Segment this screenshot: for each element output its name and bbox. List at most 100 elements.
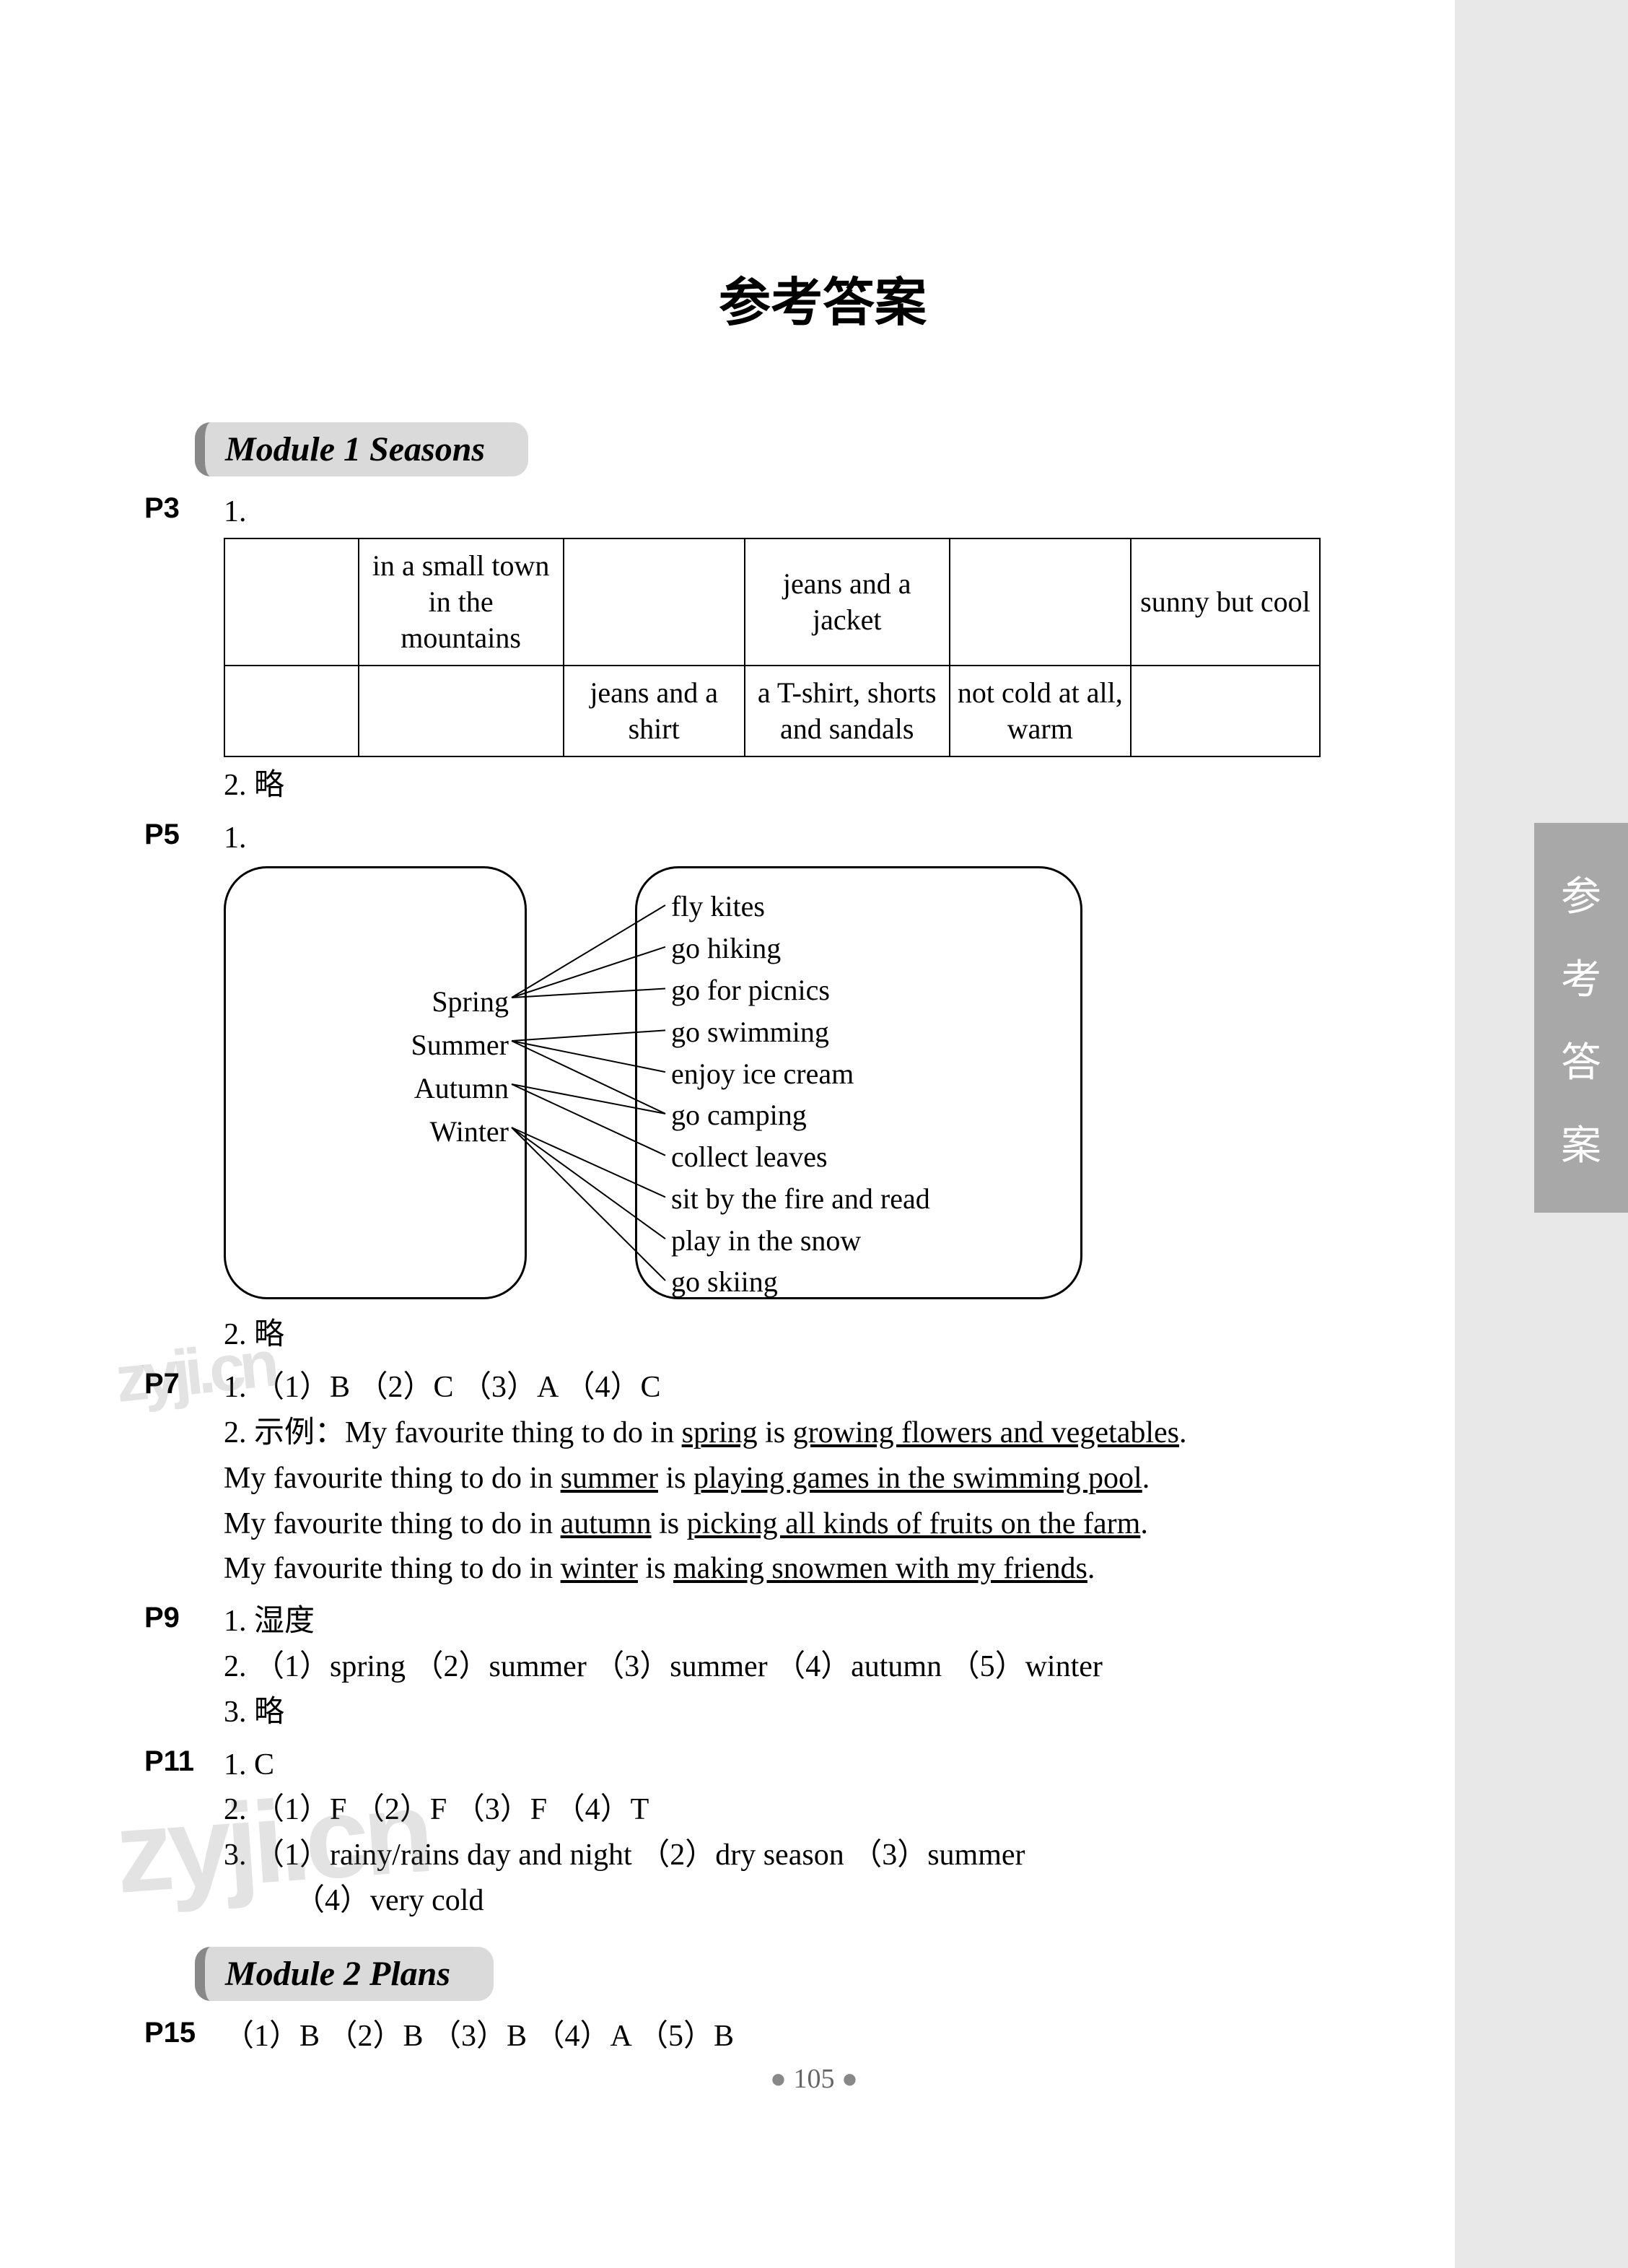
section-p7: P7 1. （1）B （2）C （3）A （4）C 2. 示例：My favou… <box>144 1366 1501 1593</box>
page-ref-p3: P3 <box>144 491 224 525</box>
table-cell <box>564 538 745 666</box>
section-p3: P3 1. in a small town in the mountains j… <box>144 491 1501 810</box>
p5-q1-num: 1. <box>224 817 1501 860</box>
module-1-header: Module 1 Seasons <box>195 422 528 476</box>
page-ref-p7: P7 <box>144 1366 224 1400</box>
page-title: 参考答案 <box>144 260 1501 336</box>
page-ref-p5: P5 <box>144 817 224 851</box>
table-cell: jeans and a jacket <box>745 538 950 666</box>
text: . <box>1087 1552 1095 1585</box>
p3-body: 1. in a small town in the mountains jean… <box>224 491 1501 810</box>
underlined-phrase: growing flowers and vegetables <box>793 1416 1179 1449</box>
underlined-word: autumn <box>561 1507 652 1540</box>
table-cell: a T-shirt, shorts and sandals <box>745 666 950 756</box>
dot-icon: ● <box>770 2064 787 2094</box>
table-row: jeans and a shirt a T-shirt, shorts and … <box>224 666 1320 756</box>
p9-body: 1. 湿度 2. （1）spring （2）summer （3）summer （… <box>224 1600 1501 1736</box>
activity-label: play in the snow <box>671 1221 861 1261</box>
activity-label: go for picnics <box>671 970 830 1011</box>
section-p11: P11 1. C 2. （1）F （2）F （3）F （4）T 3. （1）ra… <box>144 1744 1501 1925</box>
activity-label: go hiking <box>671 928 781 969</box>
activity-label: go swimming <box>671 1012 829 1052</box>
section-p9: P9 1. 湿度 2. （1）spring （2）summer （3）summe… <box>144 1600 1501 1736</box>
p11-q3-cont: （4）very cold <box>224 1880 1501 1922</box>
table-cell <box>224 666 359 756</box>
table-cell <box>1131 666 1320 756</box>
match-lines <box>224 866 1090 1314</box>
side-tab-char: 案 <box>1561 1113 1601 1172</box>
p7-q2-line4: My favourite thing to do in winter is ma… <box>224 1548 1501 1590</box>
activity-label: go camping <box>671 1095 807 1135</box>
table-cell <box>359 666 564 756</box>
season-label: Winter <box>430 1112 509 1152</box>
table-row: in a small town in the mountains jeans a… <box>224 538 1320 666</box>
table-cell <box>950 538 1131 666</box>
section-p5: P5 1. SpringSummerAutumnWinterfly kitesg… <box>144 817 1501 1360</box>
p3-q1-num: 1. <box>224 491 1501 533</box>
p15-q1: （1）B （2）B （3）B （4）A （5）B <box>224 2015 1501 2058</box>
text: is <box>658 1462 693 1495</box>
dot-icon: ● <box>841 2064 858 2094</box>
text: My favourite thing to do in <box>224 1552 561 1585</box>
page-number: ● 105 ● <box>0 2063 1628 2095</box>
table-cell: in a small town in the mountains <box>359 538 564 666</box>
page-ref-p15: P15 <box>144 2015 224 2049</box>
activity-label: collect leaves <box>671 1137 828 1177</box>
p5-body: 1. SpringSummerAutumnWinter fly kitesgo h… <box>224 817 1501 1360</box>
underlined-word: winter <box>561 1552 638 1585</box>
side-tab: 参 考 答 案 <box>1534 823 1628 1213</box>
p9-q1: 1. 湿度 <box>224 1600 1501 1643</box>
module-2-header: Module 2 Plans <box>195 1947 494 2001</box>
section-p15: P15 （1）B （2）B （3）B （4）A （5）B <box>144 2015 1501 2061</box>
p11-q1: 1. C <box>224 1744 1501 1787</box>
season-label: Autumn <box>414 1068 509 1109</box>
page-ref-p9: P9 <box>144 1600 224 1634</box>
page-number-value: 105 <box>794 2064 835 2094</box>
underlined-word: summer <box>561 1462 658 1495</box>
season-label: Summer <box>411 1025 509 1065</box>
text: is <box>652 1507 687 1540</box>
activity-label: enjoy ice cream <box>671 1054 854 1094</box>
underlined-phrase: picking all kinds of fruits on the farm <box>687 1507 1141 1540</box>
table-cell <box>224 538 359 666</box>
p9-q2: 2. （1）spring （2）summer （3）summer （4）autu… <box>224 1646 1501 1688</box>
text: . <box>1179 1416 1187 1449</box>
side-tab-char: 考 <box>1561 947 1601 1006</box>
p15-body: （1）B （2）B （3）B （4）A （5）B <box>224 2015 1501 2061</box>
q2-prefix: 2. 示例： <box>224 1416 345 1449</box>
p11-q3: 3. （1）rainy/rains day and night （2）dry s… <box>224 1834 1501 1877</box>
table-cell: not cold at all, warm <box>950 666 1131 756</box>
activity-label: fly kites <box>671 886 765 927</box>
p11-q2: 2. （1）F （2）F （3）F （4）T <box>224 1789 1501 1831</box>
text: My favourite thing to do in <box>224 1462 561 1495</box>
p7-q2-line2: My favourite thing to do in summer is pl… <box>224 1457 1501 1500</box>
text: is <box>758 1416 793 1449</box>
page-content: 参考答案 Module 1 Seasons P3 1. in a small t… <box>144 0 1501 2061</box>
p5-q2: 2. 略 <box>224 1314 1501 1356</box>
underlined-word: spring <box>682 1416 758 1449</box>
side-tab-char: 答 <box>1561 1030 1601 1089</box>
p7-body: 1. （1）B （2）C （3）A （4）C 2. 示例：My favourit… <box>224 1366 1501 1593</box>
p3-table: in a small town in the mountains jeans a… <box>224 538 1321 757</box>
indent-text: （4）very cold <box>224 1880 1501 1922</box>
text: . <box>1142 1462 1150 1495</box>
table-cell: sunny but cool <box>1131 538 1320 666</box>
p7-q2-line1: 2. 示例：My favourite thing to do in spring… <box>224 1412 1501 1454</box>
p7-q1: 1. （1）B （2）C （3）A （4）C <box>224 1366 1501 1409</box>
underlined-phrase: playing games in the swimming pool <box>693 1462 1142 1495</box>
page-ref-p11: P11 <box>144 1744 224 1778</box>
text: My favourite thing to do in <box>224 1507 561 1540</box>
side-tab-char: 参 <box>1561 864 1601 923</box>
p7-q2-line3: My favourite thing to do in autumn is pi… <box>224 1503 1501 1545</box>
underlined-phrase: making snowmen with my friends <box>673 1552 1087 1585</box>
p11-body: 1. C 2. （1）F （2）F （3）F （4）T 3. （1）rainy/… <box>224 1744 1501 1925</box>
p9-q3: 3. 略 <box>224 1691 1501 1734</box>
text: is <box>638 1552 673 1585</box>
activity-label: sit by the fire and read <box>671 1179 930 1219</box>
p3-q2: 2. 略 <box>224 764 1501 807</box>
table-cell: jeans and a shirt <box>564 666 745 756</box>
matching-diagram: SpringSummerAutumnWinter fly kitesgo hiki… <box>224 866 1090 1314</box>
season-label: Spring <box>432 982 509 1022</box>
text: . <box>1140 1507 1148 1540</box>
activity-label: go skiing <box>671 1262 778 1302</box>
